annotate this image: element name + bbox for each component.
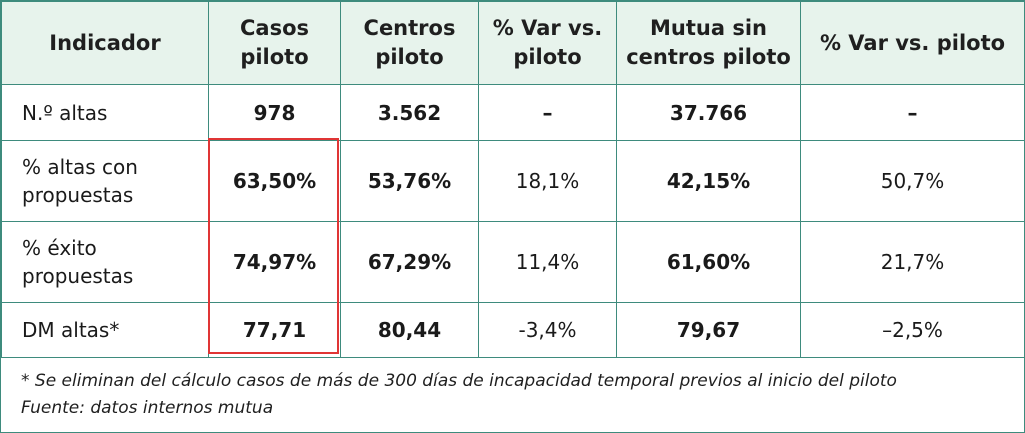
cell-mutua-sin-centros: 79,67 — [616, 302, 801, 358]
cell-var-piloto: 11,4% — [478, 221, 617, 303]
cell-centros-piloto: 53,76% — [340, 140, 479, 222]
header-indicador: Indicador — [1, 1, 209, 85]
cell-var-piloto: -3,4% — [478, 302, 617, 358]
cell-mutua-sin-centros: 42,15% — [616, 140, 801, 222]
cell-var-piloto-2: – — [800, 84, 1025, 141]
header-var-vs-piloto: % Var vs. piloto — [478, 1, 617, 85]
row-label: % éxito propuestas — [1, 221, 209, 303]
row-label: DM altas* — [1, 302, 209, 358]
cell-var-piloto-2: –2,5% — [800, 302, 1025, 358]
cell-mutua-sin-centros: 61,60% — [616, 221, 801, 303]
source-text: Fuente: datos internos mutua — [21, 398, 274, 418]
footnote-text: * Se eliminan del cálculo casos de más d… — [21, 371, 897, 391]
indicators-table: Indicador Casos piloto Centros piloto % … — [1, 1, 1025, 358]
header-mutua-sin-centros: Mutua sin centros piloto — [616, 1, 801, 85]
cell-mutua-sin-centros: 37.766 — [616, 84, 801, 141]
table-row: % altas con propuestas 63,50% 53,76% 18,… — [1, 140, 1025, 222]
table-row: N.º altas 978 3.562 – 37.766 – — [1, 84, 1025, 141]
cell-casos-piloto: 77,71 — [208, 302, 341, 358]
table-row: % éxito propuestas 74,97% 67,29% 11,4% 6… — [1, 221, 1025, 303]
row-label: % altas con propuestas — [1, 140, 209, 222]
cell-centros-piloto: 67,29% — [340, 221, 479, 303]
header-casos-piloto: Casos piloto — [208, 1, 341, 85]
table-header-row: Indicador Casos piloto Centros piloto % … — [1, 1, 1025, 85]
cell-casos-piloto: 74,97% — [208, 221, 341, 303]
cell-casos-piloto: 978 — [208, 84, 341, 141]
cell-centros-piloto: 80,44 — [340, 302, 479, 358]
cell-centros-piloto: 3.562 — [340, 84, 479, 141]
cell-var-piloto-2: 50,7% — [800, 140, 1025, 222]
table-footnote-area: * Se eliminan del cálculo casos de más d… — [1, 355, 1024, 432]
header-centros-piloto: Centros piloto — [340, 1, 479, 85]
cell-var-piloto: – — [478, 84, 617, 141]
cell-casos-piloto: 63,50% — [208, 140, 341, 222]
table-row: DM altas* 77,71 80,44 -3,4% 79,67 –2,5% — [1, 302, 1025, 358]
cell-var-piloto: 18,1% — [478, 140, 617, 222]
header-var-vs-piloto-2: % Var vs. piloto — [800, 1, 1025, 85]
cell-var-piloto-2: 21,7% — [800, 221, 1025, 303]
row-label: N.º altas — [1, 84, 209, 141]
